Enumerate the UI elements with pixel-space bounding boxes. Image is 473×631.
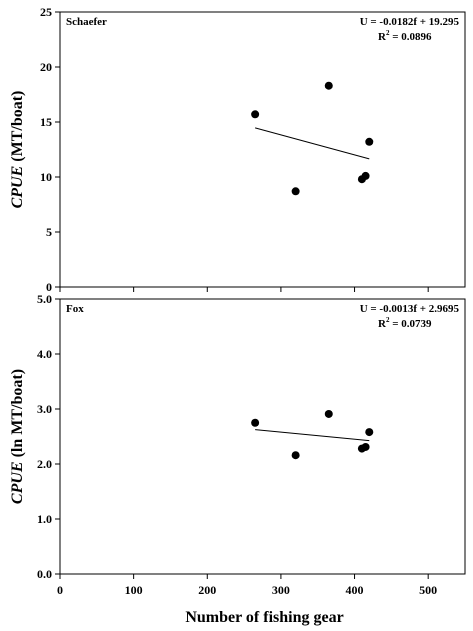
data-point <box>361 171 370 180</box>
shared-x-axis: 0 100 200 300 400 500 Number of fishing gear <box>57 583 437 626</box>
x-tick-label: 0 <box>57 583 63 597</box>
y-tick-label: 3.0 <box>37 402 52 416</box>
y-tick-label: 0 <box>46 280 52 294</box>
y-tick-label: 5.0 <box>37 292 52 306</box>
panel-label: Schaefer <box>66 16 107 28</box>
r-squared: R2 = 0.0896 <box>378 29 432 43</box>
x-tick-label: 300 <box>272 583 290 597</box>
data-point <box>251 418 260 427</box>
y-tick-label: 4.0 <box>37 347 52 361</box>
y-tick-label: 20 <box>40 60 52 74</box>
y-tick-label: 2.0 <box>37 457 52 471</box>
y-tick-label: 5 <box>46 225 52 239</box>
regression-equation: U = -0.0013f + 2.9695 <box>360 303 460 315</box>
x-axis-title: Number of fishing gear <box>185 609 343 626</box>
data-point <box>361 442 370 451</box>
plot-frame <box>59 11 466 288</box>
fox-panel: 0.0 1.0 2.0 3.0 4.0 5.0 Fox U = -0.0013f + 2.96… <box>9 292 466 581</box>
data-point <box>324 81 333 90</box>
regression-equation: U = -0.0182f + 19.295 <box>360 16 460 28</box>
y-tick-label: 25 <box>40 5 52 19</box>
data-point <box>365 428 374 437</box>
trendline <box>255 429 370 442</box>
x-tick-label: 400 <box>346 583 364 597</box>
x-tick-label: 100 <box>125 583 143 597</box>
data-point <box>365 137 374 146</box>
plot-frame <box>59 298 466 575</box>
y-tick-label: 1.0 <box>37 512 52 526</box>
y-tick-label: 10 <box>40 170 52 184</box>
trendline <box>255 127 370 160</box>
panel-label: Fox <box>66 303 84 315</box>
data-point <box>291 451 300 460</box>
data-point <box>291 187 300 196</box>
r-squared: R2 = 0.0739 <box>378 316 432 330</box>
y-tick-label: 0.0 <box>37 567 52 581</box>
y-axis-title: CPUE (ln MT/boat) <box>9 369 26 504</box>
x-tick-label: 200 <box>198 583 216 597</box>
y-tick-label: 15 <box>40 115 52 129</box>
x-tick-label: 500 <box>419 583 437 597</box>
data-point <box>251 110 260 119</box>
y-axis-title: CPUE (MT/boat) <box>9 91 26 209</box>
data-point <box>324 409 333 418</box>
schaefer-panel: 0 5 10 15 20 25 Schaefer U = -0.0182f + 19.295R… <box>9 5 466 294</box>
